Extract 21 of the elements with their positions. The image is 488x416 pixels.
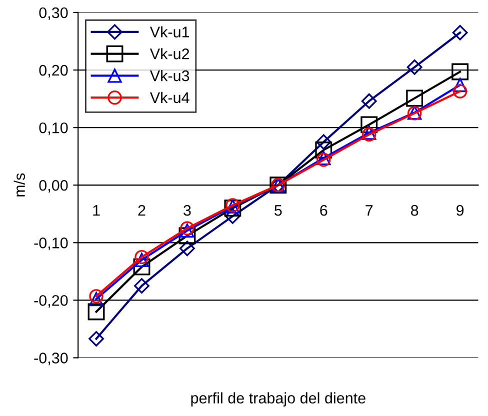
x-tick-label: 3 [184,204,191,216]
x-tick-label: 5 [274,205,282,216]
y-tick-label: 0,20 [39,64,68,78]
x-axis-title: perfil de trabajo del diente [191,392,366,407]
y-tick-label: -0,30 [34,352,68,366]
y-tick-label: -0,20 [34,295,68,308]
x-tick-label: 9 [456,204,464,216]
y-tick-label: 0,00 [39,180,68,193]
x-tick-label: 7 [366,205,373,216]
y-axis-title: m/s [14,173,25,196]
y-tick-label: 0,10 [39,122,68,136]
x-tick-label: 2 [138,204,146,216]
x-tick-label: 1 [93,205,100,216]
legend-label: Vk-u1 [150,26,190,38]
legend-label: Vk-u2 [150,48,190,60]
y-tick-label: -0,10 [34,238,68,250]
legend-label: Vk-u3 [150,70,190,82]
x-tick-label: 8 [410,204,418,216]
legend-label: Vk-u4 [150,92,190,104]
y-tick-label: 0,30 [39,7,68,20]
x-tick-label: 6 [320,204,328,216]
